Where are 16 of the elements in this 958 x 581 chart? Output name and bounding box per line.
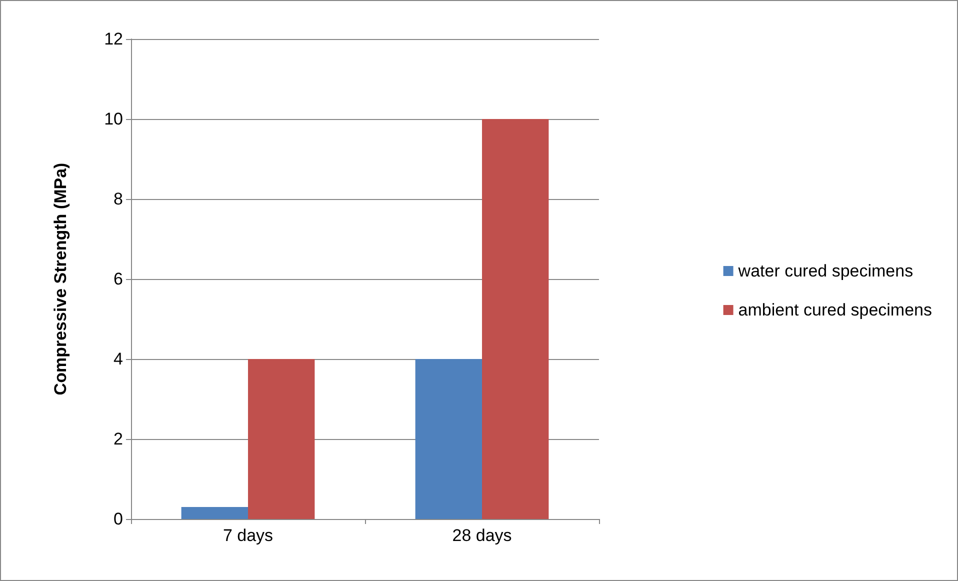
legend-label: water cured specimens bbox=[737, 262, 914, 280]
y-tick-label: 10 bbox=[104, 110, 123, 128]
legend-label: ambient cured specimens bbox=[738, 300, 932, 320]
bar bbox=[248, 359, 315, 519]
y-tick-label: 2 bbox=[114, 430, 123, 448]
y-tick-label: 4 bbox=[114, 350, 123, 368]
y-tick-label: 6 bbox=[114, 270, 123, 288]
bar bbox=[415, 359, 482, 519]
bar bbox=[482, 119, 549, 519]
y-tick-label: 0 bbox=[114, 510, 123, 528]
y-tick-label: 8 bbox=[114, 190, 123, 208]
x-tick-label: 7 days bbox=[222, 526, 274, 545]
x-tick-label: 28 days bbox=[452, 526, 512, 545]
y-axis-title: Compressive Strength (MPa) bbox=[51, 162, 70, 396]
y-tick-label: 12 bbox=[104, 30, 123, 48]
bar bbox=[181, 507, 248, 519]
